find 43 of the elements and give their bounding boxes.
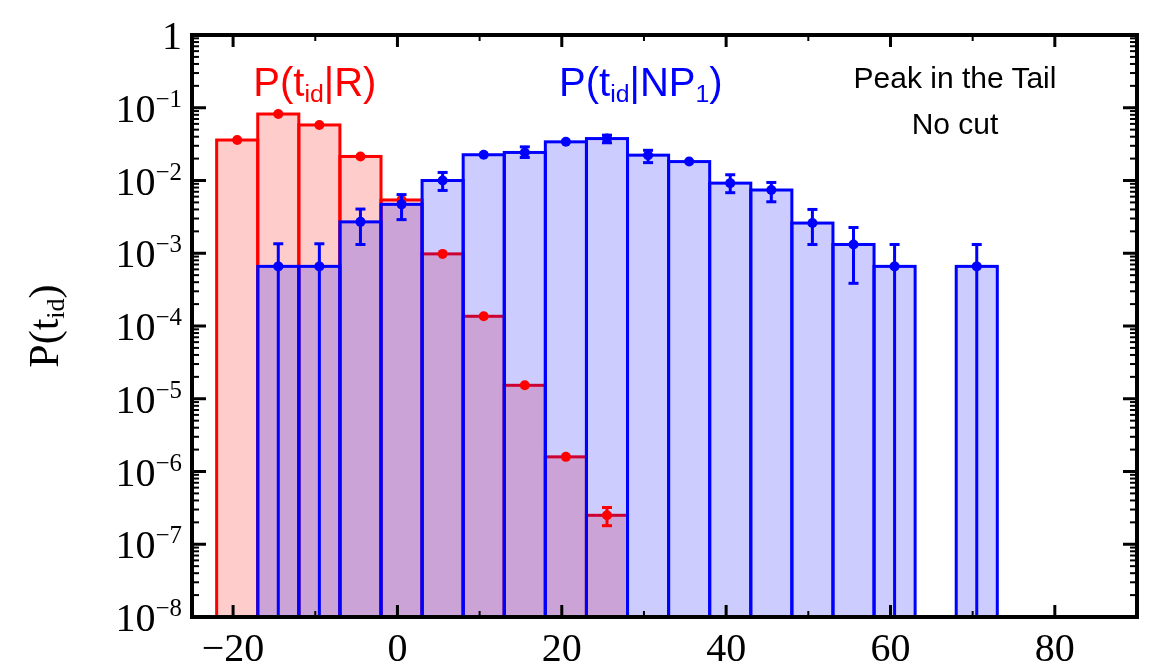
y-tick-label: 10$^{−8}$ (115, 593, 182, 640)
y-tick-label: 10$^{−5}$ (115, 375, 182, 422)
point (355, 216, 366, 227)
point (478, 311, 489, 322)
point (519, 380, 530, 391)
x-tick-label: 20 (541, 625, 582, 667)
point (232, 135, 243, 146)
point (766, 185, 777, 196)
point (725, 178, 736, 189)
point (396, 199, 407, 210)
point (560, 136, 571, 147)
point (643, 150, 654, 161)
y-tick-label: 10$^{−3}$ (115, 229, 182, 277)
point (848, 239, 859, 250)
point (560, 451, 571, 462)
series-label: P(t$_{id}$|NP$_{1}$) (559, 60, 723, 107)
point (971, 261, 982, 272)
point (273, 109, 284, 120)
point (684, 156, 695, 167)
point (807, 218, 818, 229)
point (889, 261, 900, 272)
point (355, 151, 366, 162)
x-tick-label: 40 (706, 625, 747, 667)
point (437, 175, 448, 186)
point (601, 510, 612, 521)
x-tick-label: 80 (1034, 625, 1075, 667)
x-tick-label: 60 (870, 625, 911, 667)
annotation: No cut (911, 107, 1000, 140)
x-tick-label: −20 (201, 625, 265, 667)
y-tick-label: 10$^{−7}$ (115, 520, 182, 568)
y-tick-label: 10$^{−2}$ (115, 157, 182, 204)
point (478, 149, 489, 160)
point (273, 261, 284, 272)
point (314, 261, 325, 272)
annotation: Peak in the Tail (853, 61, 1057, 94)
y-tick-label: 10$^{−1}$ (115, 84, 182, 131)
y-tick-label: 10$^{−4}$ (115, 302, 183, 349)
x-tick-label: 0 (387, 625, 408, 667)
series-label: P(t$_{id}$|R) (253, 60, 377, 107)
point (314, 119, 325, 130)
y-tick-label: 10$^{−6}$ (115, 448, 182, 495)
y-tick-label: 1 (162, 13, 182, 58)
point (437, 248, 448, 259)
